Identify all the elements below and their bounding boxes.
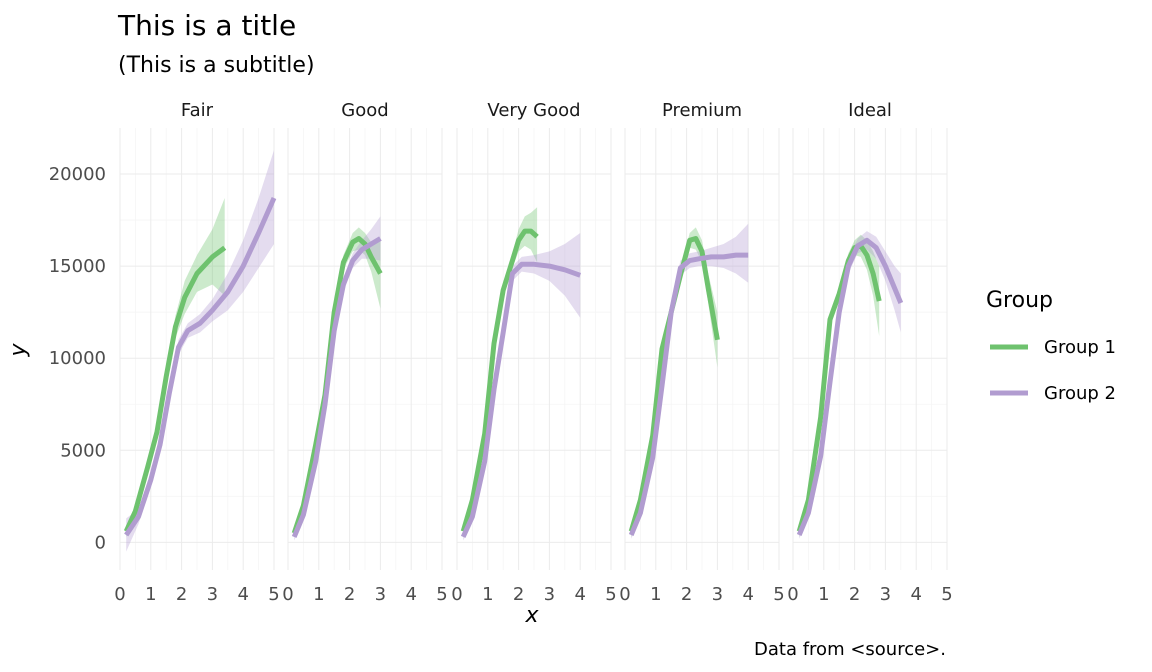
series-line-group-2 bbox=[628, 252, 749, 536]
facet-strip-label: Very Good bbox=[487, 100, 580, 121]
series-line-group-1 bbox=[123, 245, 227, 533]
series-line-group-2 bbox=[291, 236, 382, 538]
x-tick-label: 5 bbox=[773, 584, 784, 605]
facet-panel-ideal: Ideal 0 1 2 3 4 5 bbox=[787, 100, 952, 605]
facet-panel-premium: Premium 0 1 2 3 4 5 bbox=[619, 100, 784, 605]
y-axis: 0 5000 10000 15000 20000 bbox=[49, 164, 106, 553]
facet-panel-very-good: Very Good 0 1 2 3 4 5 bbox=[451, 100, 616, 605]
x-tick-label: 4 bbox=[574, 584, 585, 605]
legend-title: Group bbox=[986, 288, 1053, 313]
ribbon-group-2 bbox=[631, 223, 749, 539]
series-line-group-2 bbox=[124, 196, 277, 537]
legend-label: Group 2 bbox=[1044, 383, 1116, 404]
x-tick-label: 2 bbox=[681, 584, 692, 605]
x-tick-label: 3 bbox=[880, 584, 891, 605]
x-tick-label: 3 bbox=[544, 584, 555, 605]
x-tick-label: 3 bbox=[207, 584, 218, 605]
facet-strip-label: Ideal bbox=[848, 100, 892, 121]
facet-strip-label: Fair bbox=[181, 100, 214, 121]
x-axis-title: x bbox=[524, 603, 539, 628]
x-tick-label: 1 bbox=[482, 584, 493, 605]
x-tick-label: 4 bbox=[237, 584, 248, 605]
x-tick-label: 0 bbox=[619, 584, 630, 605]
y-tick-label: 10000 bbox=[49, 348, 106, 369]
x-tick-label: 5 bbox=[605, 584, 616, 605]
ribbon-group-2 bbox=[463, 233, 581, 541]
x-tick-label: 3 bbox=[712, 584, 723, 605]
legend-item: Group 1 bbox=[990, 337, 1116, 358]
x-tick-label: 5 bbox=[941, 584, 952, 605]
facet-panel-good: Good 0 1 2 3 4 5 bbox=[282, 100, 447, 605]
y-axis-title: y bbox=[6, 343, 31, 358]
x-tick-label: 4 bbox=[405, 584, 416, 605]
x-tick-label: 2 bbox=[176, 584, 187, 605]
x-tick-label: 0 bbox=[282, 584, 293, 605]
x-tick-label: 1 bbox=[818, 584, 829, 605]
legend-item: Group 2 bbox=[990, 383, 1116, 404]
x-tick-label: 1 bbox=[650, 584, 661, 605]
x-tick-label: 2 bbox=[344, 584, 355, 605]
chart-title: This is a title bbox=[117, 9, 296, 42]
legend-items: Group 1 Group 2 bbox=[990, 337, 1116, 404]
x-tick-label: 5 bbox=[268, 584, 279, 605]
legend-label: Group 1 bbox=[1044, 337, 1116, 358]
series-line-group-1 bbox=[460, 228, 539, 533]
x-tick-label: 2 bbox=[849, 584, 860, 605]
x-tick-label: 5 bbox=[436, 584, 447, 605]
x-tick-label: 0 bbox=[451, 584, 462, 605]
facet-strip-label: Premium bbox=[662, 100, 742, 121]
series-line-group-2 bbox=[796, 237, 904, 536]
y-tick-label: 0 bbox=[95, 532, 106, 553]
x-tick-label: 0 bbox=[114, 584, 125, 605]
legend: Group Group 1 Group 2 bbox=[986, 288, 1116, 404]
x-tick-label: 4 bbox=[742, 584, 753, 605]
y-tick-label: 5000 bbox=[60, 440, 106, 461]
x-tick-label: 1 bbox=[313, 584, 324, 605]
chart-subtitle: (This is a subtitle) bbox=[118, 53, 315, 78]
facet-strip-label: Good bbox=[341, 100, 388, 121]
facet-panel-fair: Fair 0 1 2 3 4 5 bbox=[114, 100, 279, 605]
x-tick-label: 4 bbox=[910, 584, 921, 605]
y-tick-label: 15000 bbox=[49, 256, 106, 277]
x-tick-label: 2 bbox=[513, 584, 524, 605]
y-tick-label: 20000 bbox=[49, 164, 106, 185]
x-tick-label: 3 bbox=[375, 584, 386, 605]
series-line-group-2 bbox=[460, 261, 582, 538]
x-tick-label: 0 bbox=[787, 584, 798, 605]
x-tick-label: 1 bbox=[145, 584, 156, 605]
chart-caption: Data from <source>. bbox=[754, 639, 946, 660]
